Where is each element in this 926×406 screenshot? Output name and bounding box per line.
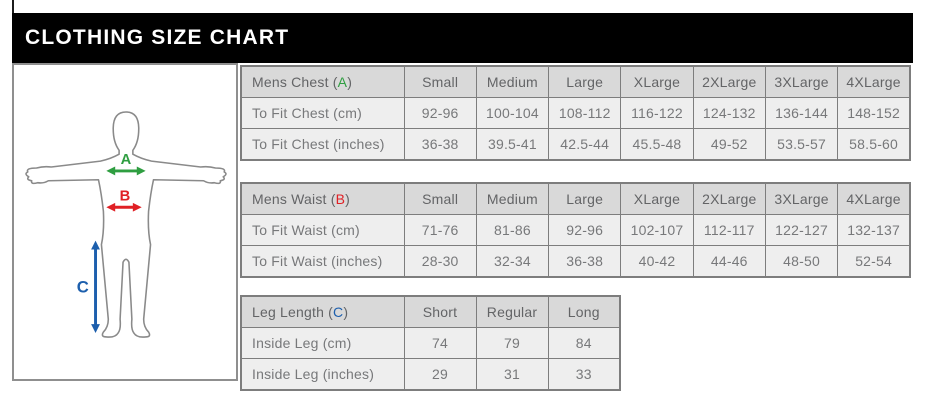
measure-label-b: B [120,188,131,204]
size-column-header: Medium [475,182,550,215]
size-value-cell: 36-38 [403,128,477,161]
table-title-text: ) [347,74,353,90]
size-value-cell: 49-52 [692,128,766,161]
size-column-header: Large [548,65,622,98]
size-value-cell: 92-96 [548,214,622,246]
size-value-cell: 71-76 [403,214,477,246]
size-value-cell: 136-144 [764,97,839,129]
table-header-row: Mens Waist (B) Small Medium Large XLarge 2XLa… [240,182,911,215]
table-title-cell: Mens Waist (B) [240,182,405,215]
table-header-row: Leg Length (C) Short Regular Long [240,295,621,328]
size-column-header: 3XLarge [764,65,839,98]
size-column-header: XLarge [620,182,694,215]
size-column-header: Small [403,65,477,98]
row-label: To Fit Waist (cm) [240,214,405,246]
size-value-cell: 33 [547,358,621,391]
size-value-cell: 29 [403,358,477,391]
measure-label-a: A [121,152,132,168]
size-value-cell: 44-46 [692,245,766,278]
table-title-cell: Leg Length (C) [240,295,405,328]
size-column-header: 4XLarge [837,65,911,98]
row-label: To Fit Chest (cm) [240,97,405,129]
table-row: To Fit Waist (cm) 71-76 81-86 92-96 102-107 1… [240,214,911,246]
table-row: Inside Leg (cm) 74 79 84 [240,327,621,359]
size-column-header: 2XLarge [692,182,766,215]
table-title-text: ) [345,191,350,207]
body-measurement-figure: A B C [25,111,227,338]
size-value-cell: 39.5-41 [475,128,550,161]
size-value-cell: 40-42 [620,245,694,278]
measure-letter: B [335,191,346,207]
table-row: To Fit Chest (cm) 92-96 100-104 108-112 116-… [240,97,911,129]
measure-label-c: C [77,278,89,297]
size-value-cell: 42.5-44 [548,128,622,161]
size-value-cell: 102-107 [620,214,694,246]
leg-measure-arrow: C [77,240,100,333]
size-tables: Mens Chest (A) Small Medium Large XLarge 2XLa… [240,63,911,391]
size-value-cell: 48-50 [764,245,839,278]
size-value-cell: 28-30 [403,245,477,278]
size-column-header: Large [548,182,622,215]
size-value-cell: 92-96 [403,97,477,129]
row-label: To Fit Waist (inches) [240,245,405,278]
waist-measure-arrow: B [106,188,142,212]
row-label: To Fit Chest (inches) [240,128,405,161]
table-title-text: Mens Chest ( [252,74,338,90]
size-value-cell: 84 [547,327,621,359]
size-value-cell: 122-127 [764,214,839,246]
size-column-header: XLarge [620,65,694,98]
size-value-cell: 100-104 [475,97,550,129]
size-value-cell: 36-38 [548,245,622,278]
table-title-text: ) [343,304,349,320]
measure-letter: C [333,304,344,320]
size-value-cell: 45.5-48 [620,128,694,161]
size-column-header: 2XLarge [692,65,766,98]
size-column-header: Medium [475,65,550,98]
size-value-cell: 81-86 [475,214,550,246]
table-title-text: Leg Length ( [252,304,334,320]
size-value-cell: 74 [403,327,477,359]
size-value-cell: 148-152 [837,97,911,129]
frame-edge-tick [12,0,14,14]
size-value-cell: 79 [475,327,549,359]
table-row: To Fit Waist (inches) 28-30 32-34 36-38 40-4… [240,245,911,278]
size-value-cell: 116-122 [620,97,694,129]
size-value-cell: 52-54 [837,245,911,278]
size-value-cell: 112-117 [692,214,766,246]
row-label: Inside Leg (cm) [240,327,405,359]
table-title-text: Mens Waist ( [252,191,336,207]
chest-measure-arrow: A [106,152,146,176]
table-header-row: Mens Chest (A) Small Medium Large XLarge 2XLa… [240,65,911,98]
measure-letter: A [337,74,348,90]
row-label: Inside Leg (inches) [240,358,405,391]
size-column-header: Small [403,182,477,215]
size-value-cell: 132-137 [837,214,911,246]
page-title: CLOTHING SIZE CHART [25,26,290,49]
table-mens-waist: Mens Waist (B) Small Medium Large XLarge 2XLa… [240,182,911,278]
size-column-header: Regular [475,295,549,328]
size-column-header: 3XLarge [764,182,839,215]
size-value-cell: 124-132 [692,97,766,129]
title-bar: CLOTHING SIZE CHART [12,13,913,63]
size-column-header: Long [547,295,621,328]
table-row: Inside Leg (inches) 29 31 33 [240,358,621,391]
size-column-header: Short [403,295,477,328]
size-value-cell: 31 [475,358,549,391]
size-value-cell: 53.5-57 [764,128,839,161]
table-title-cell: Mens Chest (A) [240,65,405,98]
table-row: To Fit Chest (inches) 36-38 39.5-41 42.5-44… [240,128,911,161]
size-value-cell: 58.5-60 [837,128,911,161]
size-column-header: 4XLarge [837,182,911,215]
table-mens-chest: Mens Chest (A) Small Medium Large XLarge 2XLa… [240,65,911,161]
body-diagram-panel: A B C [12,63,238,381]
size-value-cell: 108-112 [548,97,622,129]
size-value-cell: 32-34 [475,245,550,278]
body-outline [25,111,227,338]
table-leg-length: Leg Length (C) Short Regular Long Inside Leg… [240,295,621,391]
